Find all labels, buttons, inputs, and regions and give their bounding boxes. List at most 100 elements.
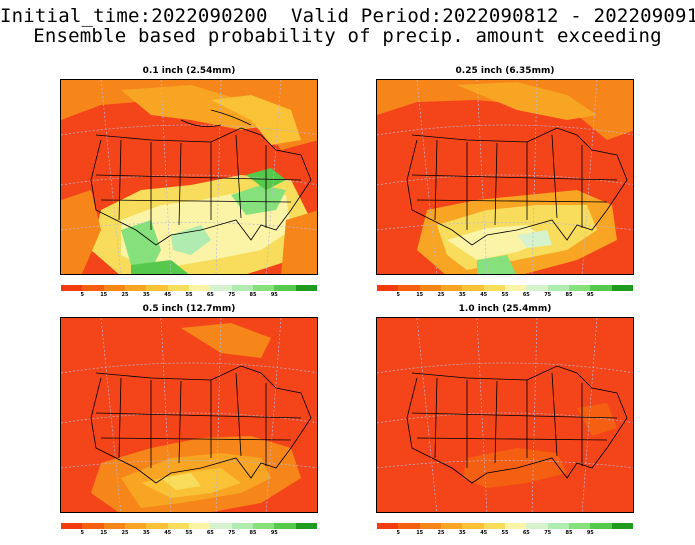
panel-title: 0.25 inch (6.35mm) bbox=[455, 66, 555, 76]
colorbar-swatch bbox=[377, 523, 399, 529]
colorbar-swatch bbox=[146, 523, 168, 529]
map-panel-0.1-inch: 0.1 inch (2.54mm) bbox=[60, 66, 318, 298]
colorbar-label: 95 bbox=[270, 530, 278, 536]
colorbar-label: 25 bbox=[437, 292, 445, 298]
colorbar-swatch bbox=[611, 285, 633, 291]
colorbar-swatch bbox=[569, 523, 591, 529]
colorbar-label: 35 bbox=[142, 292, 150, 298]
colorbar-label: 25 bbox=[437, 530, 445, 536]
colorbar-swatch bbox=[189, 523, 211, 529]
colorbar-swatch bbox=[210, 285, 232, 291]
colorbar-swatch bbox=[146, 285, 168, 291]
colorbar-swatch bbox=[398, 523, 420, 529]
colorbar-label: 65 bbox=[206, 292, 214, 298]
colorbar-label: 35 bbox=[458, 530, 466, 536]
colorbar-swatch bbox=[231, 523, 253, 529]
colorbar-label: 45 bbox=[480, 530, 488, 536]
map-panel-1.0-inch: 1.0 inch (25.4mm) bbox=[376, 304, 634, 536]
panel-title: 0.5 inch (12.7mm) bbox=[142, 304, 236, 314]
colorbar-swatch bbox=[61, 523, 83, 529]
colorbar-swatch bbox=[441, 523, 463, 529]
map-graphic bbox=[61, 318, 317, 512]
colorbar-swatch bbox=[103, 285, 125, 291]
colorbar-swatch bbox=[82, 285, 104, 291]
colorbar-swatch bbox=[526, 523, 548, 529]
map-graphic bbox=[61, 80, 317, 274]
colorbar-swatch bbox=[103, 523, 125, 529]
colorbar-swatch bbox=[547, 285, 569, 291]
colorbar-swatch bbox=[441, 285, 463, 291]
colorbar-label: 55 bbox=[501, 292, 509, 298]
panel-title: 1.0 inch (25.4mm) bbox=[458, 304, 552, 314]
colorbar-label: 5 bbox=[396, 530, 401, 536]
colorbar-swatch bbox=[505, 523, 527, 529]
colorbar-swatch bbox=[167, 523, 189, 529]
colorbar-label: 45 bbox=[480, 292, 488, 298]
colorbar-label: 5 bbox=[396, 292, 401, 298]
colorbar-label: 15 bbox=[100, 292, 108, 298]
colorbar-swatch bbox=[483, 285, 505, 291]
colorbar-label: 25 bbox=[121, 530, 129, 536]
colorbar-swatch bbox=[398, 285, 420, 291]
colorbar-swatch bbox=[125, 285, 147, 291]
probability-map bbox=[60, 79, 318, 275]
colorbar-label: 15 bbox=[416, 292, 424, 298]
colorbar: 5 15 25 35 45 55 65 75 85 95 bbox=[61, 285, 317, 298]
colorbar-label: 85 bbox=[249, 292, 257, 298]
colorbar-swatch bbox=[295, 523, 317, 529]
colorbar-label: 95 bbox=[586, 292, 594, 298]
colorbar-label: 65 bbox=[522, 530, 530, 536]
colorbar-label: 55 bbox=[185, 292, 193, 298]
colorbar-swatch bbox=[419, 523, 441, 529]
colorbar: 5 15 25 35 45 55 65 75 85 95 bbox=[377, 285, 633, 298]
colorbar-label: 15 bbox=[416, 530, 424, 536]
colorbar-swatch bbox=[611, 523, 633, 529]
panel-title: 0.1 inch (2.54mm) bbox=[142, 66, 236, 76]
colorbar-swatch bbox=[590, 523, 612, 529]
probability-map bbox=[376, 317, 634, 513]
colorbar-label: 65 bbox=[522, 292, 530, 298]
header-line-1: Initial_time:2022090200 Valid Period:202… bbox=[0, 5, 695, 27]
colorbar-swatch bbox=[231, 285, 253, 291]
colorbar-label: 35 bbox=[458, 292, 466, 298]
colorbar-swatch bbox=[462, 285, 484, 291]
probability-map bbox=[60, 317, 318, 513]
colorbar-swatch bbox=[253, 523, 275, 529]
colorbar-label: 95 bbox=[270, 292, 278, 298]
map-graphic bbox=[377, 80, 633, 274]
colorbar-label: 75 bbox=[544, 530, 552, 536]
colorbar-label: 45 bbox=[164, 530, 172, 536]
colorbar-label: 25 bbox=[121, 292, 129, 298]
colorbar-label: 95 bbox=[586, 530, 594, 536]
colorbar-swatch bbox=[61, 285, 83, 291]
colorbar-label: 65 bbox=[206, 530, 214, 536]
colorbar-swatch bbox=[526, 285, 548, 291]
colorbar-swatch bbox=[295, 285, 317, 291]
colorbar-swatch bbox=[505, 285, 527, 291]
colorbar-label: 55 bbox=[501, 530, 509, 536]
colorbar-label: 35 bbox=[142, 530, 150, 536]
colorbar-swatch bbox=[82, 523, 104, 529]
colorbar-swatch bbox=[274, 523, 296, 529]
colorbar-swatch bbox=[253, 285, 275, 291]
colorbar-swatch bbox=[189, 285, 211, 291]
colorbar-swatch bbox=[377, 285, 399, 291]
colorbar: 5 15 25 35 45 55 65 75 85 95 bbox=[61, 523, 317, 536]
colorbar-label: 85 bbox=[565, 530, 573, 536]
colorbar-label: 55 bbox=[185, 530, 193, 536]
colorbar-swatch bbox=[274, 285, 296, 291]
header-line-2: Ensemble based probability of precip. am… bbox=[33, 25, 662, 47]
colorbar: 5 15 25 35 45 55 65 75 85 95 bbox=[377, 523, 633, 536]
colorbar-swatch bbox=[125, 523, 147, 529]
colorbar-label: 75 bbox=[228, 530, 236, 536]
colorbar-swatch bbox=[590, 285, 612, 291]
colorbar-label: 45 bbox=[164, 292, 172, 298]
map-panel-0.5-inch: 0.5 inch (12.7mm) bbox=[60, 304, 318, 536]
probability-map bbox=[376, 79, 634, 275]
map-panel-0.25-inch: 0.25 inch (6.35mm) bbox=[376, 66, 634, 298]
colorbar-swatch bbox=[210, 523, 232, 529]
map-graphic bbox=[377, 318, 633, 512]
colorbar-swatch bbox=[462, 523, 484, 529]
colorbar-swatch bbox=[483, 523, 505, 529]
colorbar-swatch bbox=[419, 285, 441, 291]
